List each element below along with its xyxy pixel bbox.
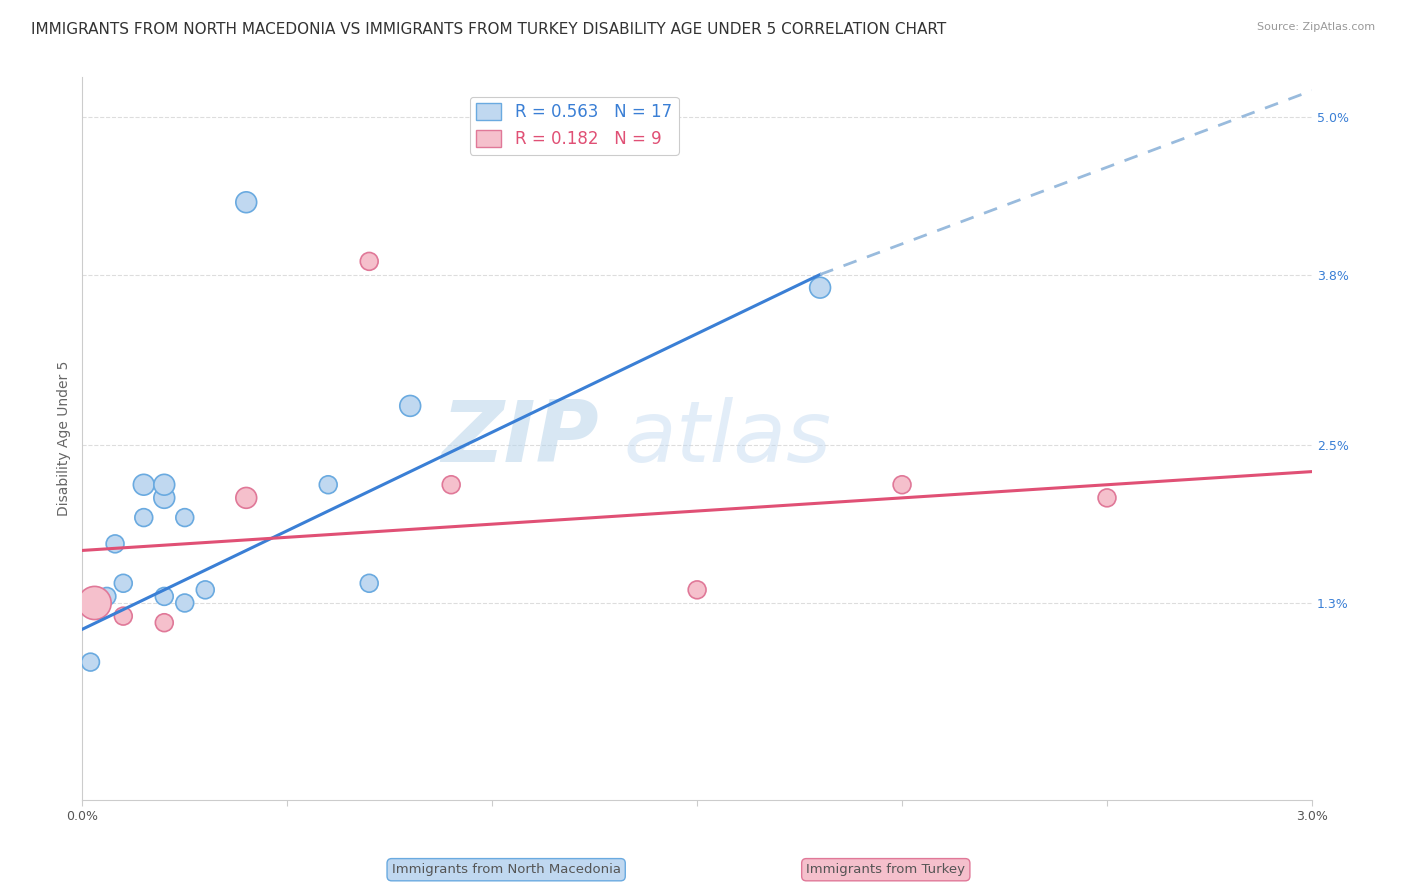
Point xyxy=(96,590,118,604)
Point xyxy=(1095,491,1118,505)
Point xyxy=(112,576,135,591)
Point xyxy=(359,254,381,268)
Point xyxy=(359,576,381,591)
Text: IMMIGRANTS FROM NORTH MACEDONIA VS IMMIGRANTS FROM TURKEY DISABILITY AGE UNDER 5: IMMIGRANTS FROM NORTH MACEDONIA VS IMMIG… xyxy=(31,22,946,37)
Point xyxy=(132,510,155,524)
Point xyxy=(235,491,257,505)
Point xyxy=(399,399,422,413)
Point xyxy=(153,590,176,604)
Text: Source: ZipAtlas.com: Source: ZipAtlas.com xyxy=(1257,22,1375,32)
Point xyxy=(173,510,195,524)
Point xyxy=(83,596,105,610)
Point xyxy=(440,477,463,491)
Point xyxy=(808,280,831,294)
Point xyxy=(153,477,176,491)
Point xyxy=(104,537,127,551)
Point xyxy=(316,477,339,491)
Point xyxy=(79,655,101,669)
Text: ZIP: ZIP xyxy=(441,397,599,480)
Point xyxy=(153,615,176,630)
Text: atlas: atlas xyxy=(623,397,831,480)
Text: Immigrants from Turkey: Immigrants from Turkey xyxy=(806,863,966,876)
Point xyxy=(173,596,195,610)
Point xyxy=(112,609,135,624)
Point xyxy=(132,477,155,491)
Point xyxy=(686,582,709,597)
Point xyxy=(153,491,176,505)
Point xyxy=(235,195,257,210)
Point xyxy=(194,582,217,597)
Text: Immigrants from North Macedonia: Immigrants from North Macedonia xyxy=(392,863,620,876)
Point xyxy=(891,477,914,491)
Legend: R = 0.563   N = 17, R = 0.182   N = 9: R = 0.563 N = 17, R = 0.182 N = 9 xyxy=(470,96,679,154)
Y-axis label: Disability Age Under 5: Disability Age Under 5 xyxy=(58,361,72,516)
